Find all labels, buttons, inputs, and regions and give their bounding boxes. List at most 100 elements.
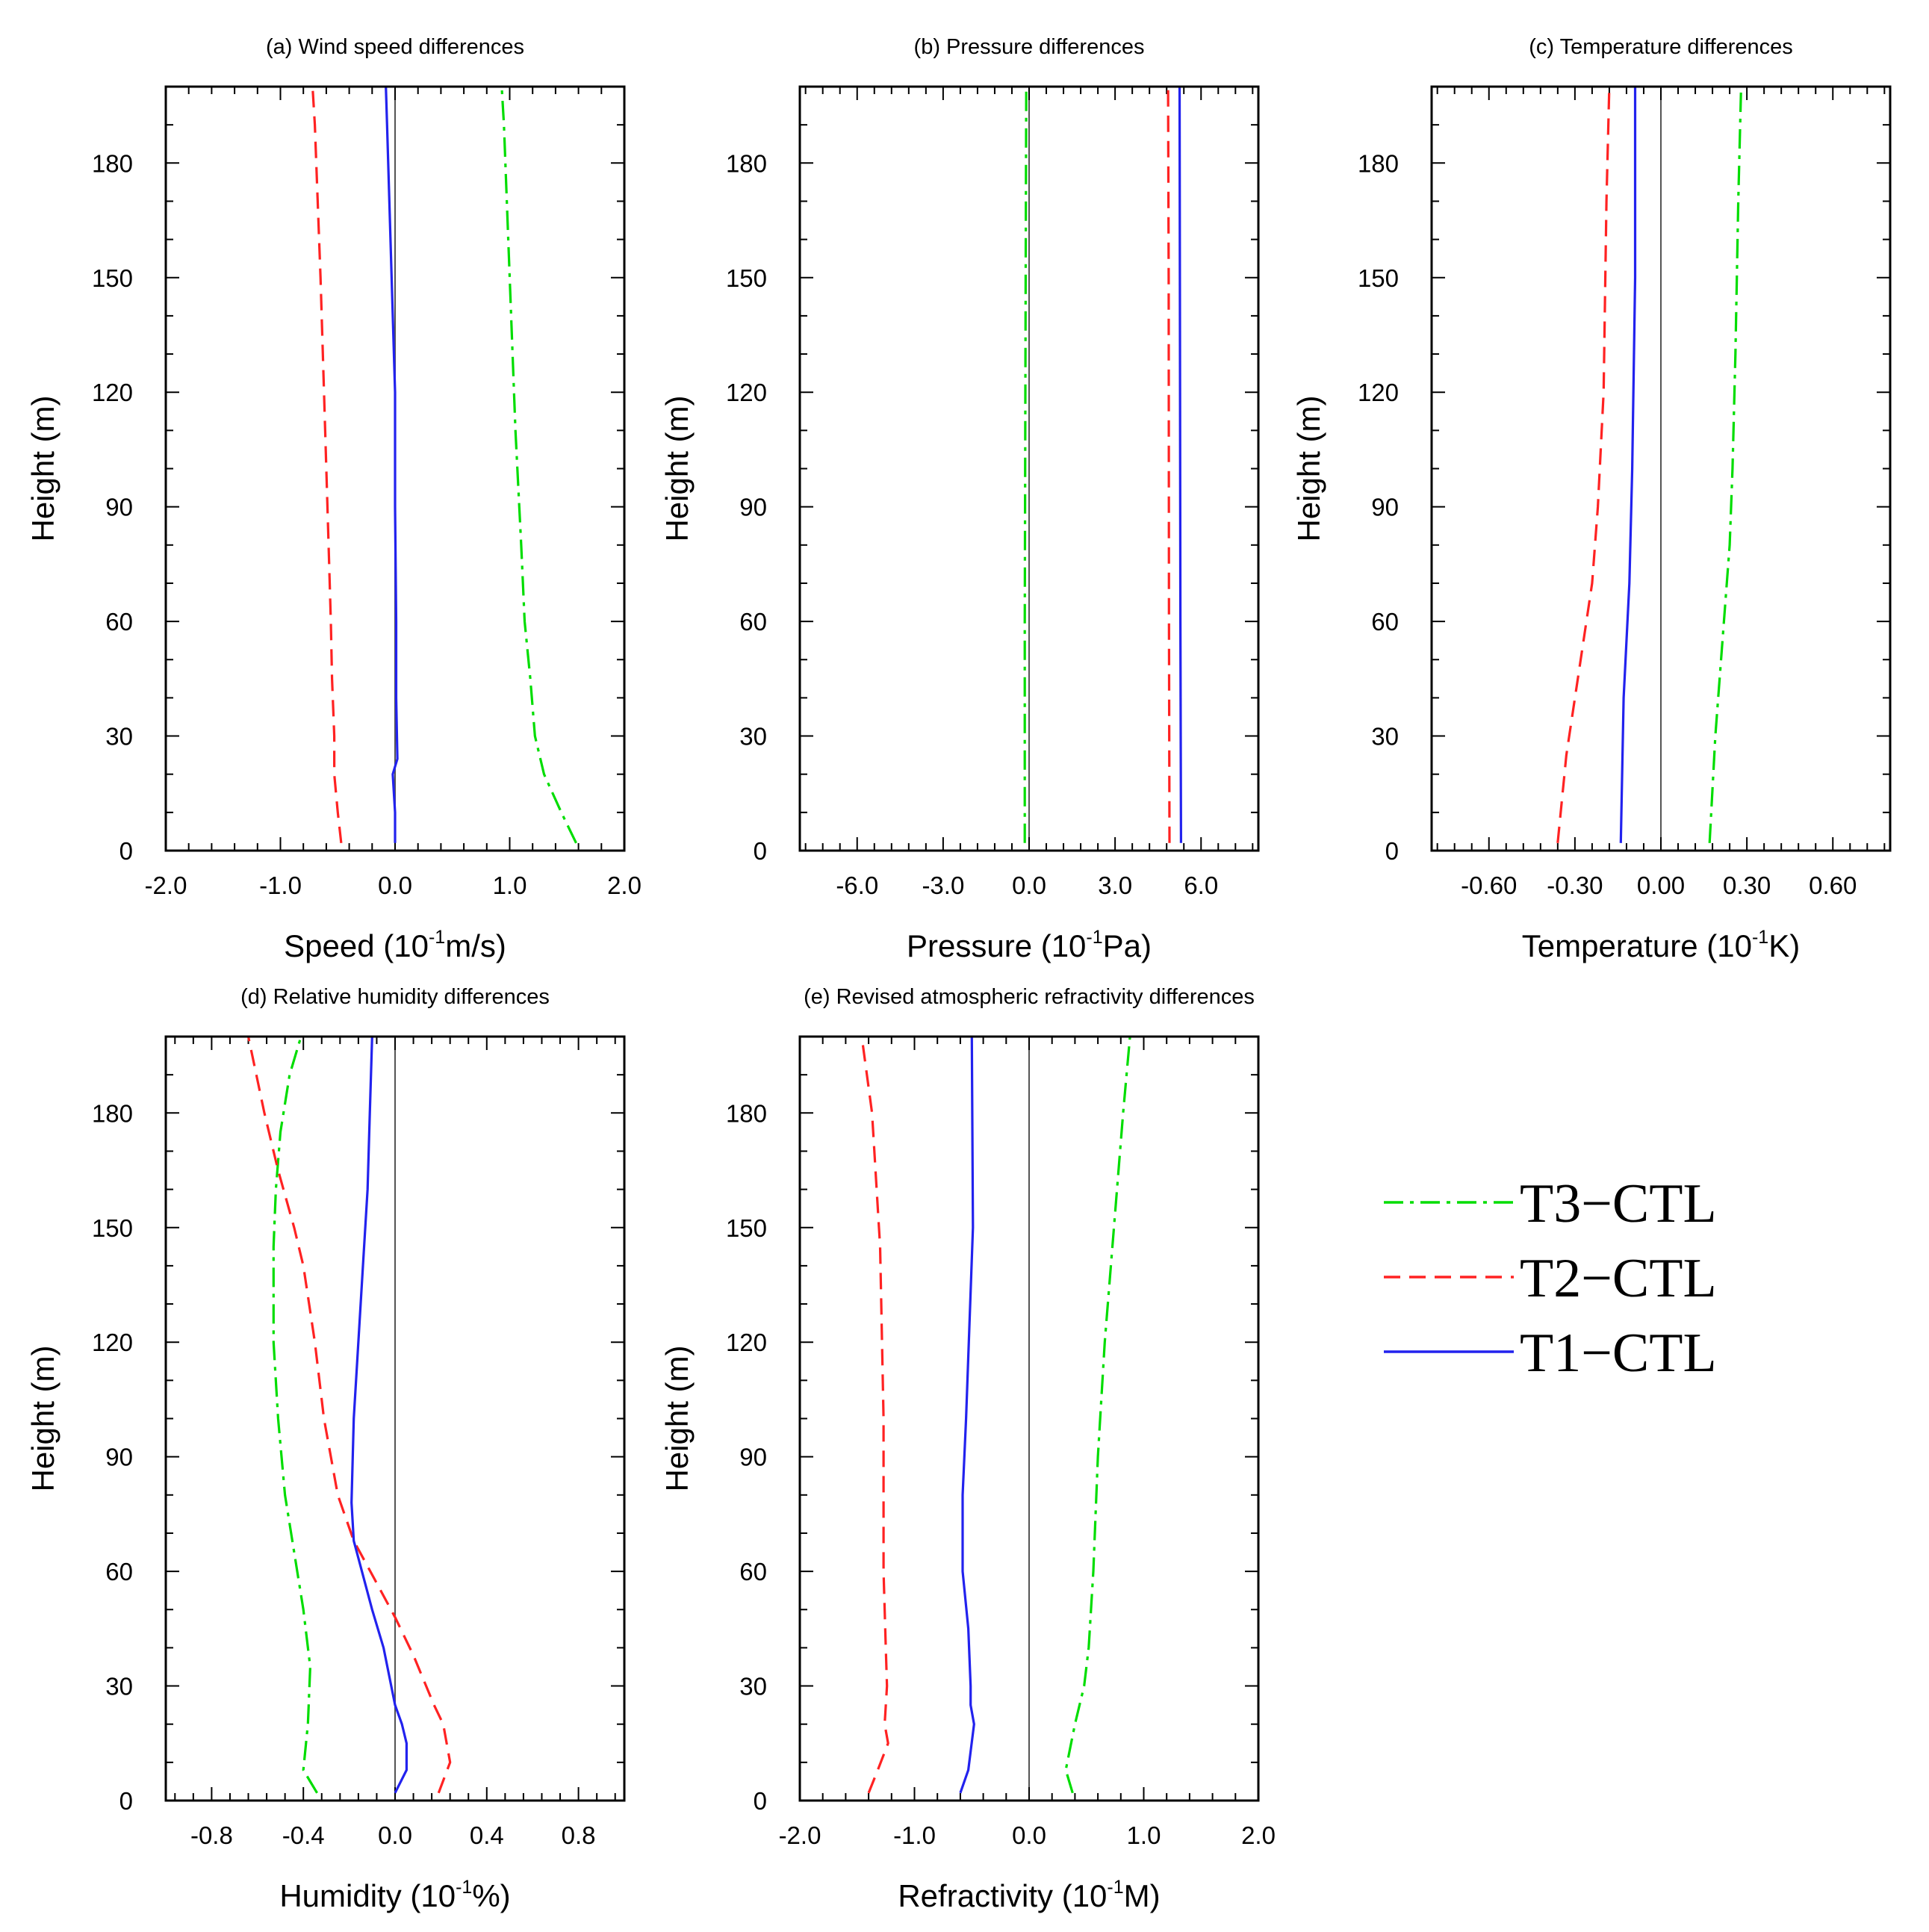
y-axis-label: Height (m) bbox=[25, 1345, 60, 1491]
x-axis-label-exponent: -1 bbox=[1752, 927, 1768, 948]
legend-label: T3−CTL bbox=[1520, 1173, 1717, 1234]
panel-title: (a) Wind speed differences bbox=[266, 35, 524, 59]
x-tick-label: 0.30 bbox=[1723, 872, 1771, 899]
series-line-t2 bbox=[246, 1036, 452, 1794]
x-tick-label: -2.0 bbox=[779, 1821, 821, 1849]
y-tick-label: 30 bbox=[739, 1673, 767, 1700]
x-tick-label: 0.4 bbox=[470, 1821, 504, 1849]
y-tick-label: 150 bbox=[92, 1214, 133, 1242]
x-tick-label: 2.0 bbox=[1241, 1821, 1276, 1849]
y-tick-label: 90 bbox=[105, 1444, 133, 1471]
y-tick-label: 30 bbox=[105, 723, 133, 751]
plot-frame bbox=[164, 85, 626, 852]
y-tick-label: 0 bbox=[1385, 837, 1399, 865]
y-tick-label: 120 bbox=[726, 1329, 767, 1356]
y-axis-label: Height (m) bbox=[1291, 395, 1326, 541]
y-tick-label: 0 bbox=[754, 837, 767, 865]
x-tick-label: 0.00 bbox=[1637, 872, 1685, 899]
panel-title: (b) Pressure differences bbox=[914, 35, 1145, 59]
y-tick-label: 60 bbox=[739, 1558, 767, 1585]
y-axis-label: Height (m) bbox=[659, 395, 695, 541]
y-tick-label: 150 bbox=[92, 264, 133, 292]
x-axis-label-main: Humidity (10 bbox=[279, 1878, 456, 1913]
series-line-t2 bbox=[860, 1036, 889, 1794]
y-tick-label: 120 bbox=[92, 379, 133, 406]
y-tick-label: 180 bbox=[726, 1099, 767, 1127]
y-axis-label: Height (m) bbox=[659, 1345, 695, 1491]
x-tick-label: -1.0 bbox=[893, 1821, 936, 1849]
series-line-t1 bbox=[959, 1036, 975, 1794]
panel-1: (b) Pressure differences -6.0 -3.0 0.0 3.0 6.… bbox=[659, 35, 1260, 963]
panel-title: (e) Revised atmospheric refractivity dif… bbox=[804, 985, 1255, 1009]
y-tick-label: 60 bbox=[105, 608, 133, 636]
y-tick-label: 150 bbox=[726, 1214, 767, 1242]
series-line-t1 bbox=[1178, 86, 1183, 843]
y-axis-label: Height (m) bbox=[25, 395, 60, 541]
x-axis-label-main: Speed (10 bbox=[284, 928, 429, 963]
x-axis-label-unit: m/s) bbox=[445, 928, 506, 963]
y-tick-label: 60 bbox=[739, 608, 767, 636]
x-tick-label: 3.0 bbox=[1098, 872, 1132, 899]
y-tick-label: 180 bbox=[92, 149, 133, 177]
x-axis-label-unit: Pa) bbox=[1103, 928, 1152, 963]
x-tick-label: 0.0 bbox=[1012, 872, 1046, 899]
series-line-t3 bbox=[1064, 1036, 1131, 1794]
panel-title: (d) Relative humidity differences bbox=[240, 985, 550, 1009]
x-axis-label: Speed (10-1m/s) bbox=[284, 927, 506, 963]
y-tick-label: 60 bbox=[105, 1558, 133, 1585]
plot-frame bbox=[798, 1035, 1260, 1802]
x-tick-label: -0.30 bbox=[1547, 872, 1603, 899]
panel-4: (e) Revised atmospheric refractivity dif… bbox=[659, 985, 1276, 1913]
plot-frame bbox=[798, 85, 1260, 852]
y-tick-label: 90 bbox=[739, 1444, 767, 1471]
panel-2: (c) Temperature differences -0.60 -0.30 0.0… bbox=[1291, 35, 1892, 963]
x-tick-label: 0.60 bbox=[1809, 872, 1857, 899]
legend: T3−CTL T2−CTL T1−CTL bbox=[1384, 1173, 1717, 1384]
x-tick-label: 1.0 bbox=[1127, 1821, 1161, 1849]
x-axis-label-unit: M) bbox=[1124, 1878, 1161, 1913]
panel-0: (a) Wind speed differences -2.0 -1.0 0.0 1.0… bbox=[25, 35, 642, 963]
x-tick-label: 2.0 bbox=[607, 872, 642, 899]
y-tick-label: 120 bbox=[92, 1329, 133, 1356]
y-tick-label: 180 bbox=[726, 149, 767, 177]
series-line-t3 bbox=[1708, 86, 1742, 843]
x-tick-label: 6.0 bbox=[1184, 872, 1218, 899]
y-tick-label: 90 bbox=[1371, 494, 1399, 521]
y-tick-label: 90 bbox=[739, 494, 767, 521]
y-tick-label: 180 bbox=[92, 1099, 133, 1127]
x-axis-label-exponent: -1 bbox=[456, 1877, 472, 1898]
y-tick-label: 90 bbox=[105, 494, 133, 521]
x-axis-label: Temperature (10-1K) bbox=[1522, 927, 1800, 963]
x-tick-label: -3.0 bbox=[922, 872, 964, 899]
y-tick-label: 0 bbox=[754, 1787, 767, 1815]
series-line-t1 bbox=[1619, 87, 1637, 843]
x-tick-label: 0.0 bbox=[378, 872, 412, 899]
panels: (a) Wind speed differences -2.0 -1.0 0.0 1.0… bbox=[25, 35, 1892, 1913]
series-line-t3 bbox=[500, 86, 577, 844]
x-tick-label: -2.0 bbox=[145, 872, 187, 899]
y-tick-label: 0 bbox=[119, 837, 133, 865]
x-tick-label: -1.0 bbox=[259, 872, 302, 899]
x-axis-label-unit: K) bbox=[1768, 928, 1800, 963]
x-axis-label-exponent: -1 bbox=[429, 927, 445, 948]
x-axis-label-main: Temperature (10 bbox=[1522, 928, 1752, 963]
x-tick-label: 0.0 bbox=[1012, 1821, 1046, 1849]
x-axis-label: Humidity (10-1%) bbox=[279, 1877, 510, 1913]
panel-title: (c) Temperature differences bbox=[1529, 35, 1793, 59]
y-tick-label: 30 bbox=[105, 1673, 133, 1700]
series-line-t3 bbox=[272, 1036, 318, 1794]
y-tick-label: 150 bbox=[726, 264, 767, 292]
x-axis-label: Pressure (10-1Pa) bbox=[907, 927, 1152, 963]
x-axis-label-exponent: -1 bbox=[1086, 927, 1102, 948]
y-tick-label: 60 bbox=[1371, 608, 1399, 636]
series-line-t1 bbox=[350, 1036, 409, 1794]
series-line-t2 bbox=[1167, 86, 1171, 843]
x-axis-label-exponent: -1 bbox=[1107, 1877, 1123, 1898]
series-line-t2 bbox=[311, 86, 343, 843]
x-axis-label-main: Refractivity (10 bbox=[898, 1878, 1107, 1913]
y-tick-label: 120 bbox=[726, 379, 767, 406]
plot-frame bbox=[164, 1035, 626, 1802]
y-tick-label: 150 bbox=[1358, 264, 1399, 292]
x-axis-label-unit: %) bbox=[472, 1878, 510, 1913]
